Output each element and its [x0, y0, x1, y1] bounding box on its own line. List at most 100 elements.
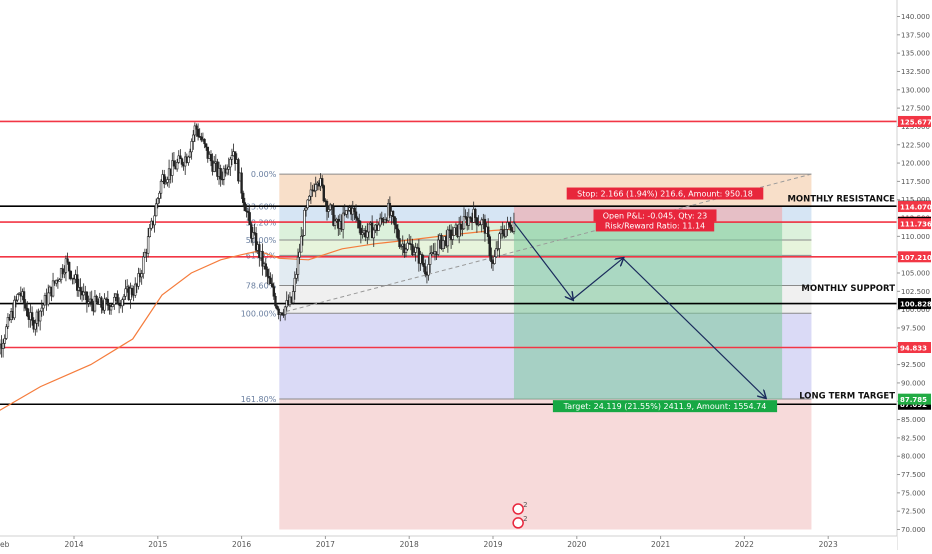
- candle: [395, 224, 398, 230]
- price-tick-label: 72.500: [901, 508, 926, 516]
- price-tick-label: 120.000: [901, 160, 930, 168]
- candle: [26, 307, 29, 317]
- price-tick-label: 82.500: [901, 434, 926, 442]
- candle: [103, 298, 106, 311]
- candle: [266, 269, 269, 277]
- projection-arrow: [622, 257, 765, 397]
- candle: [388, 202, 392, 216]
- price-tick-label: 132.500: [901, 68, 930, 76]
- candle: [495, 248, 498, 258]
- candle: [264, 263, 267, 270]
- candle: [396, 228, 400, 239]
- price-tick-label: 97.500: [901, 324, 926, 332]
- candle: [306, 199, 309, 209]
- candle: [243, 202, 247, 212]
- price-tick-label: 70.000: [901, 526, 926, 534]
- candle: [361, 232, 364, 235]
- candle: [462, 216, 466, 230]
- time-axis[interactable]: [0, 536, 897, 550]
- candle: [171, 160, 174, 176]
- candle: [146, 236, 150, 254]
- candle: [122, 295, 126, 300]
- candle: [179, 155, 182, 160]
- candle: [148, 227, 151, 238]
- price-tick-label: 117.500: [901, 178, 930, 186]
- risk-reward-label-bg: [595, 219, 715, 232]
- fib-level-label: 100.00%: [241, 309, 277, 318]
- candle: [272, 286, 276, 297]
- candle: [504, 228, 508, 237]
- projection-arrow: [513, 222, 573, 299]
- price-tick-label: 77.500: [901, 471, 926, 479]
- price-tick-label: 85.000: [901, 416, 926, 424]
- candle: [153, 215, 156, 226]
- candle: [277, 308, 280, 315]
- candle: [506, 222, 509, 230]
- time-tick-label: 2018: [400, 540, 419, 549]
- event-marker-2[interactable]: [512, 517, 524, 529]
- tag-114070-bg: [898, 201, 931, 213]
- candle: [459, 223, 462, 230]
- candle: [200, 136, 203, 141]
- candle: [177, 155, 180, 163]
- candle: [140, 273, 143, 278]
- risk-reward-label: Risk/Reward Ratio: 11.14: [605, 221, 705, 230]
- candle: [116, 293, 119, 305]
- candle: [230, 155, 234, 160]
- candle: [267, 276, 271, 279]
- candle: [404, 248, 408, 253]
- candle: [507, 222, 511, 226]
- time-tick-label: 2022: [735, 540, 754, 549]
- candle: [403, 243, 406, 253]
- candle: [187, 156, 190, 163]
- candle: [79, 287, 82, 292]
- price-tick-label: 75.000: [901, 489, 926, 497]
- tag-111736: 111.736: [900, 221, 932, 229]
- level-107210-tag-bg: [898, 251, 931, 263]
- target-zone: [513, 222, 783, 400]
- event-marker-1[interactable]: [512, 503, 524, 515]
- stop-label: Stop: 2.166 (1.94%) 216.6, Amount: 950.1…: [577, 190, 753, 199]
- candle: [353, 207, 356, 213]
- candle: [457, 223, 461, 237]
- candle: [34, 322, 37, 330]
- candle: [248, 212, 251, 226]
- fib-level-label: 0.00%: [251, 170, 277, 179]
- candle: [61, 268, 64, 275]
- candle: [475, 217, 479, 226]
- candle: [274, 295, 277, 307]
- candle: [380, 217, 384, 220]
- candle: [55, 279, 58, 284]
- candle: [437, 239, 440, 255]
- candle: [354, 211, 358, 219]
- pnl-label: Open P&L: -0.045, Qty: 23: [603, 211, 708, 220]
- tag-111736-bg: [898, 218, 931, 230]
- fib-level-label: 78.60%: [246, 281, 277, 290]
- candle: [296, 256, 300, 275]
- candle: [213, 162, 216, 172]
- price-tick-label: 115.000: [901, 196, 930, 204]
- candle: [190, 141, 193, 153]
- candle: [159, 180, 163, 194]
- candle: [300, 236, 303, 253]
- price-axis[interactable]: [897, 0, 932, 550]
- price-tick-label: 130.000: [901, 86, 930, 94]
- candle: [30, 312, 34, 321]
- candle: [461, 228, 464, 230]
- candle: [242, 192, 245, 203]
- candle: [222, 168, 226, 180]
- candle: [469, 216, 472, 219]
- time-tick-label: 2015: [148, 540, 167, 549]
- candle: [406, 242, 409, 250]
- fib-level-label: 161.80%: [241, 395, 277, 404]
- candle: [124, 288, 127, 297]
- candle: [180, 158, 184, 165]
- candle: [280, 312, 284, 315]
- candle: [240, 172, 243, 194]
- candle: [143, 252, 147, 258]
- time-tick-label: eb: [0, 540, 10, 549]
- candle: [254, 233, 258, 251]
- candle: [332, 206, 335, 226]
